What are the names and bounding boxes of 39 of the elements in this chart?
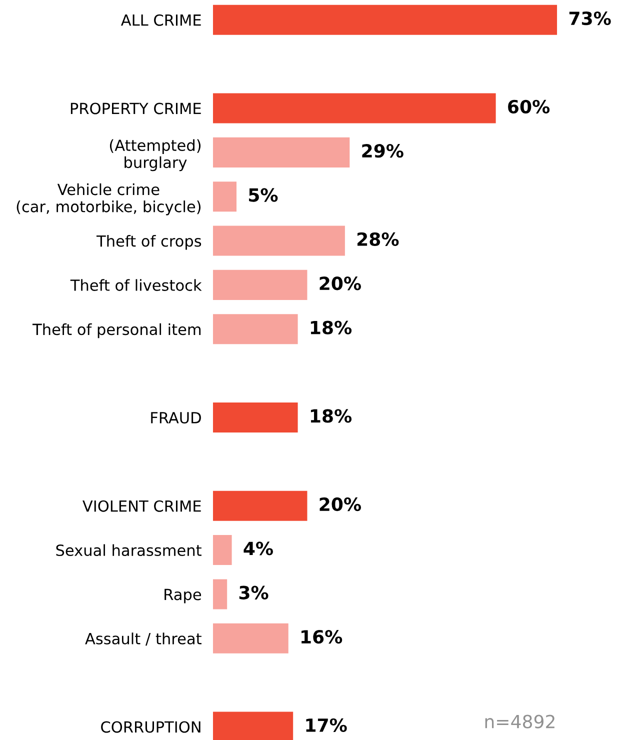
- y-tick-label: Theft of personal item: [32, 323, 201, 338]
- bar: [212, 623, 288, 654]
- data-label: 16%: [302, 630, 342, 644]
- y-tick-label: Assault / threat: [85, 632, 202, 646]
- bar: [212, 226, 345, 256]
- bar: [212, 93, 496, 124]
- data-label: 5%: [249, 188, 278, 202]
- bar: [212, 490, 308, 521]
- y-tick-label: Theft of crops: [96, 234, 202, 250]
- y-tick-label: VIOLENT CRIME: [82, 500, 201, 512]
- data-label: 73%: [569, 11, 611, 26]
- data-label: 17%: [306, 718, 347, 732]
- y-tick-label: FRAUD: [151, 412, 201, 424]
- data-label: 4%: [244, 542, 273, 556]
- bar: [212, 314, 298, 344]
- data-label: 29%: [362, 144, 404, 158]
- y-tick-label: CORRUPTION: [101, 721, 200, 733]
- data-label: 28%: [357, 232, 399, 246]
- bar: [212, 402, 298, 433]
- annotation: n=4892: [485, 714, 554, 728]
- bar: [212, 579, 228, 610]
- y-tick-label: Vehicle crime (car, motorbike, bicycle): [16, 183, 201, 216]
- data-label: 3%: [239, 586, 268, 600]
- data-label: 18%: [310, 320, 352, 334]
- y-tick-label: ALL CRIME: [120, 14, 201, 26]
- bar: [212, 4, 558, 35]
- bar: [212, 182, 237, 212]
- data-label: 60%: [508, 100, 550, 114]
- data-label: 18%: [310, 409, 352, 423]
- y-tick-label: PROPERTY CRIME: [70, 102, 201, 114]
- y-tick-label: (Attempted) burglary: [110, 139, 201, 172]
- y-tick-label: Theft of livestock: [70, 279, 202, 291]
- bar: [212, 535, 232, 566]
- data-label: 20%: [320, 276, 361, 290]
- bar: [212, 270, 308, 300]
- y-tick-label: Sexual harassment: [56, 544, 202, 556]
- y-tick-label: Rape: [164, 588, 202, 604]
- bar: [212, 137, 350, 168]
- data-label: 20%: [320, 497, 361, 512]
